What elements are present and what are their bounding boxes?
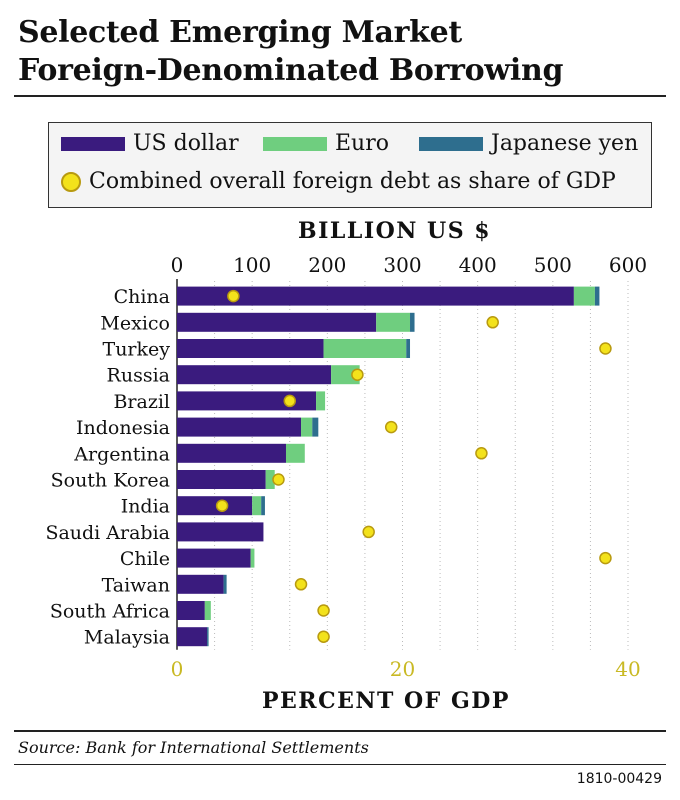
top-tick-label: 0 bbox=[171, 253, 184, 277]
bar-segment-jpy bbox=[406, 339, 411, 358]
gdp-share-dot bbox=[317, 604, 330, 617]
top-tick-label: 200 bbox=[308, 253, 346, 277]
gdp-share-dot bbox=[384, 420, 398, 434]
bar-segment-usd bbox=[177, 443, 286, 463]
figure-code: 1810-00429 bbox=[576, 771, 662, 787]
top-axis-title: BILLION US $ bbox=[298, 218, 492, 244]
legend-label-gdp-share: Combined overall foreign debt as share o… bbox=[89, 169, 616, 194]
bar-segment-eur bbox=[265, 470, 275, 489]
gdp-share-dot bbox=[283, 394, 296, 408]
bar-segment-jpy bbox=[261, 496, 265, 516]
top-tick-label: 100 bbox=[233, 253, 271, 277]
bar-segment-jpy bbox=[312, 417, 319, 437]
category-label: Malaysia bbox=[84, 627, 170, 649]
category-label: Turkey bbox=[103, 339, 171, 361]
gdp-share-dot bbox=[599, 342, 612, 355]
bar-segment-usd bbox=[177, 470, 266, 489]
bar-segment-eur bbox=[376, 312, 411, 332]
bar-segment-eur bbox=[285, 443, 305, 463]
bottom-tick-label: 0 bbox=[171, 657, 184, 681]
category-label: India bbox=[121, 496, 170, 518]
title-line-2: Foreign-Denominated Borrowing bbox=[18, 53, 564, 88]
legend-label-usd: US dollar bbox=[133, 131, 239, 156]
category-label: Mexico bbox=[100, 312, 170, 334]
bar-segment-jpy bbox=[223, 574, 227, 594]
category-label: Argentina bbox=[73, 443, 170, 465]
bar-segment-usd bbox=[177, 391, 317, 411]
legend-label-eur: Euro bbox=[335, 131, 389, 156]
bar-segment-eur bbox=[301, 417, 313, 437]
title-rule bbox=[14, 95, 666, 97]
gdp-share-dot bbox=[486, 316, 499, 329]
gdp-share-dot bbox=[362, 525, 375, 539]
category-label: South Africa bbox=[50, 601, 170, 623]
source-note: Source: Bank for International Settlemen… bbox=[18, 738, 369, 757]
bar-segment-usd bbox=[177, 574, 224, 594]
legend: US dollar Euro Japanese yen Combined ove… bbox=[48, 122, 652, 208]
category-label: Saudi Arabia bbox=[45, 522, 170, 544]
category-label: South Korea bbox=[51, 470, 170, 492]
bar-segment-usd bbox=[177, 522, 264, 542]
bar-segment-usd bbox=[177, 365, 332, 385]
bar-segment-usd bbox=[177, 339, 324, 358]
legend-dot-icon bbox=[61, 172, 81, 192]
category-label: China bbox=[114, 286, 170, 308]
bar-segment-jpy bbox=[594, 286, 600, 306]
top-tick-label: 500 bbox=[534, 253, 572, 277]
category-label: Indonesia bbox=[76, 417, 170, 439]
legend-item-usd: US dollar bbox=[61, 131, 239, 157]
gdp-share-dot bbox=[351, 368, 364, 381]
gdp-share-dot bbox=[272, 473, 285, 486]
bar-segment-usd bbox=[177, 417, 302, 437]
bar-segment-usd bbox=[177, 496, 253, 516]
bottom-tick-label: 40 bbox=[615, 657, 640, 681]
source-rule bbox=[14, 730, 666, 732]
gdp-share-dot bbox=[215, 499, 229, 512]
bar-segment-usd bbox=[177, 548, 251, 568]
bar-segment-eur bbox=[252, 496, 262, 516]
bar-segment-eur bbox=[331, 365, 360, 385]
bar-segment-usd bbox=[177, 627, 208, 647]
legend-swatch-usd bbox=[61, 137, 125, 151]
category-label: Russia bbox=[107, 365, 170, 387]
chart-title: Selected Emerging Market Foreign-Denomin… bbox=[18, 14, 563, 90]
gdp-share-dot bbox=[317, 630, 330, 643]
top-tick-label: 400 bbox=[459, 253, 497, 277]
bar-segment-eur bbox=[323, 339, 407, 358]
top-tick-label: 600 bbox=[609, 253, 647, 277]
footer-rule bbox=[14, 764, 666, 765]
gdp-share-dot bbox=[227, 289, 240, 303]
title-line-1: Selected Emerging Market bbox=[18, 15, 462, 50]
legend-item-jpy: Japanese yen bbox=[419, 131, 638, 157]
legend-item-eur: Euro bbox=[263, 131, 389, 157]
legend-swatch-jpy bbox=[419, 137, 483, 151]
bar-segment-usd bbox=[177, 312, 377, 332]
legend-label-jpy: Japanese yen bbox=[491, 131, 639, 156]
bar-segment-usd bbox=[177, 286, 574, 306]
bar-segment-eur bbox=[204, 601, 211, 620]
gdp-share-dot bbox=[475, 447, 488, 460]
bar-segment-usd bbox=[177, 601, 205, 620]
top-tick-label: 300 bbox=[383, 253, 421, 277]
bottom-axis-title: PERCENT OF GDP bbox=[262, 688, 510, 714]
bottom-tick-label: 20 bbox=[390, 657, 415, 681]
bar-segment-jpy bbox=[207, 627, 209, 647]
category-label: Brazil bbox=[113, 391, 170, 413]
legend-item-gdp-share: Combined overall foreign debt as share o… bbox=[61, 169, 616, 195]
gdp-share-dot bbox=[599, 551, 612, 565]
gdp-share-dot bbox=[294, 578, 308, 591]
category-label: Taiwan bbox=[102, 574, 170, 596]
bar-segment-eur bbox=[250, 548, 255, 568]
legend-swatch-eur bbox=[263, 137, 327, 151]
bar-segment-jpy bbox=[410, 312, 415, 332]
category-label: Chile bbox=[120, 548, 170, 570]
bar-segment-eur bbox=[316, 391, 326, 411]
bar-segment-eur bbox=[573, 286, 595, 306]
